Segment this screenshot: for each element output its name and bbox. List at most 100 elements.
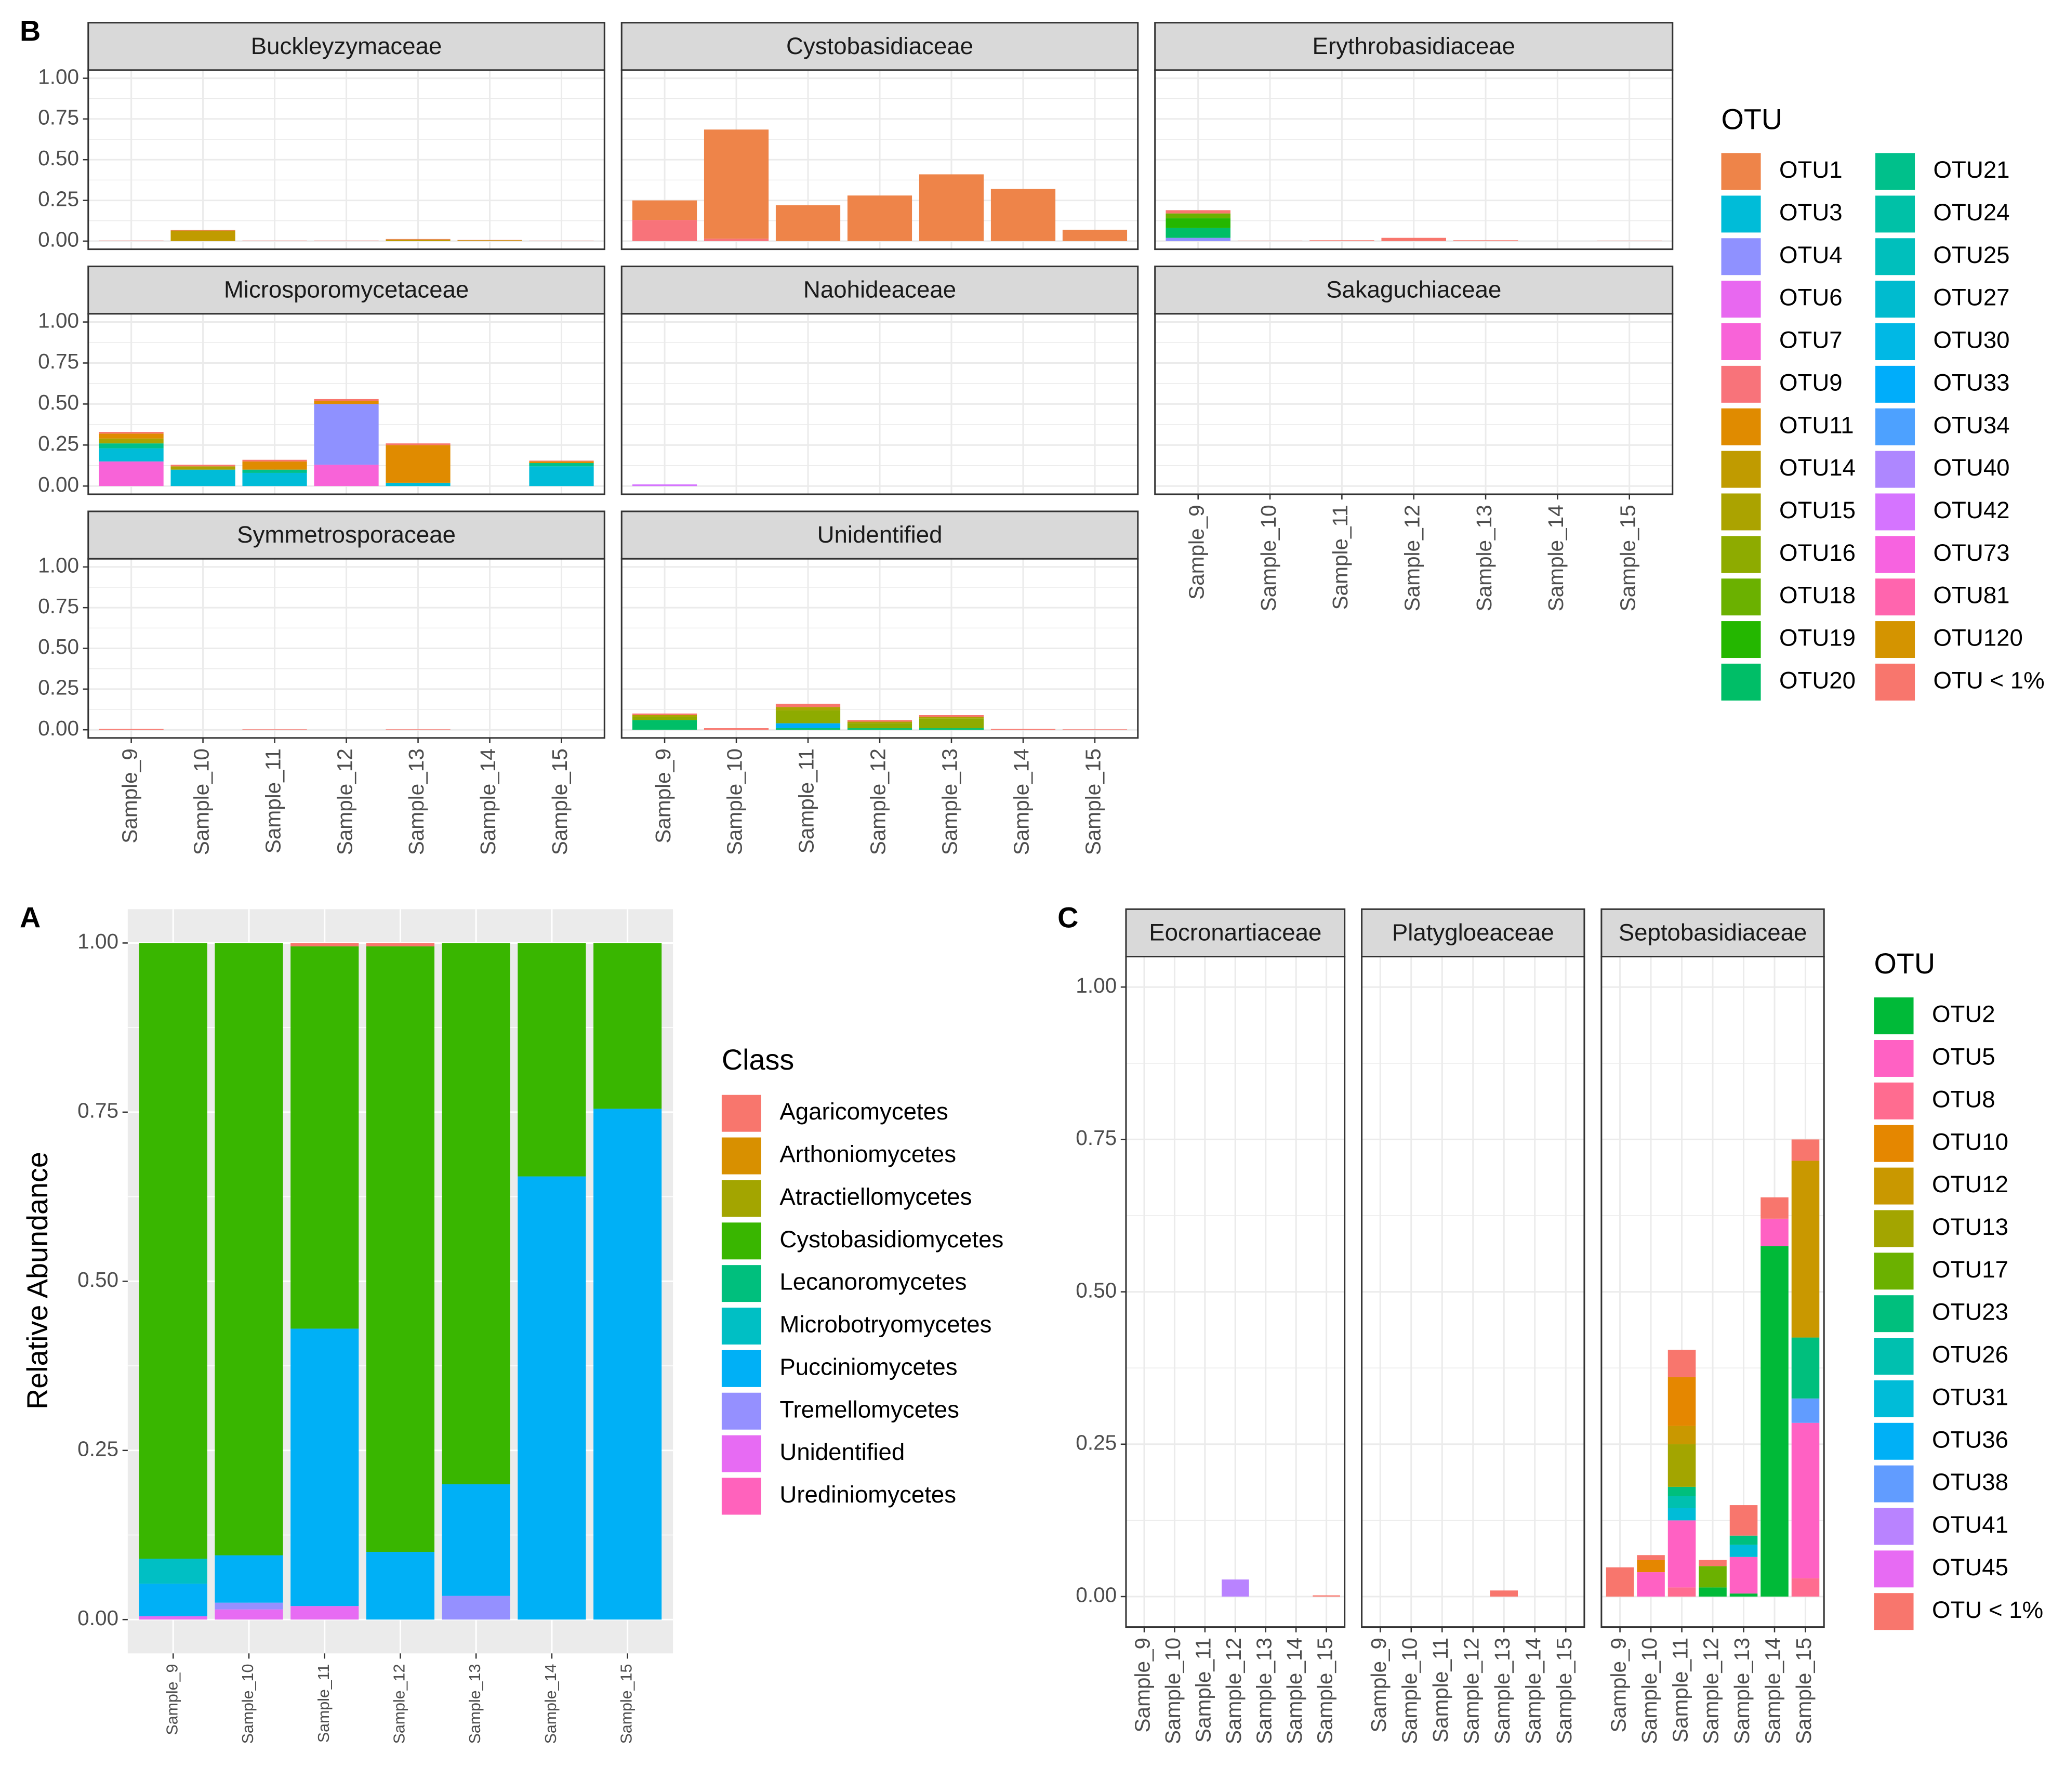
facet-strip <box>87 510 605 560</box>
bar-segment <box>847 728 912 730</box>
y-tick-label: 0.50 <box>38 390 79 414</box>
bar-segment <box>170 465 235 467</box>
bar-segment <box>529 466 594 486</box>
legend-key <box>1721 238 1761 275</box>
panel-border <box>620 313 1139 495</box>
legend-label: Unidentified <box>779 1439 905 1465</box>
legend-key <box>1875 663 1915 701</box>
bar-segment <box>366 943 435 946</box>
bar-segment <box>99 448 164 462</box>
legend-label: OTU19 <box>1779 625 1856 651</box>
legend-key <box>1874 1210 1914 1247</box>
bar-segment <box>704 728 769 730</box>
bar-segment <box>518 1176 586 1620</box>
legend-key <box>1875 536 1915 573</box>
x-tick-label: Sample_12 <box>866 748 890 855</box>
legend-key <box>1721 153 1761 190</box>
y-tick-label: 0.75 <box>1076 1126 1117 1150</box>
bar-segment <box>139 1584 207 1616</box>
facet-title: Buckleyzymaceae <box>251 33 442 59</box>
legend-label: OTU < 1% <box>1932 1597 2043 1623</box>
panel-border <box>1154 313 1674 495</box>
bar-segment <box>1760 1246 1789 1597</box>
legend-label: OTU8 <box>1932 1086 1995 1112</box>
bar-segment <box>366 946 435 1552</box>
bar-segment <box>386 482 451 486</box>
bar-segment <box>1729 1505 1758 1536</box>
panel-border <box>1600 956 1825 1628</box>
bar-segment <box>1791 1337 1820 1399</box>
x-tick-label: Sample_14 <box>542 1664 560 1744</box>
panel-border <box>1361 956 1585 1628</box>
x-tick-label: Sample_11 <box>1668 1638 1692 1743</box>
legend-label: OTU120 <box>1934 625 2023 651</box>
y-tick-label: 0.75 <box>38 106 79 129</box>
bar-segment <box>1729 1545 1758 1557</box>
bar-segment <box>1222 1579 1249 1597</box>
facet-title: Erythrobasidiaceae <box>1312 33 1515 59</box>
y-tick-label: 0.25 <box>38 431 79 455</box>
legend-label: OTU25 <box>1934 242 2010 268</box>
bar-segment <box>314 465 379 486</box>
facet-title: Microsporomycetaceae <box>224 276 469 303</box>
bar-segment <box>442 1484 510 1596</box>
bar-segment <box>99 729 164 730</box>
bar-segment <box>632 713 697 715</box>
legend-label: OTU23 <box>1932 1299 2008 1325</box>
bar-segment <box>242 469 307 473</box>
x-tick-label: Sample_14 <box>1761 1638 1785 1744</box>
facet-title: Septobasidiaceae <box>1619 919 1807 946</box>
x-tick-label: Sample_11 <box>261 748 285 853</box>
legend-label: OTU33 <box>1934 369 2010 396</box>
legend-key <box>1874 997 1914 1035</box>
bar-segment <box>1606 1567 1634 1597</box>
legend-key <box>721 1137 761 1175</box>
panel-border <box>87 558 605 739</box>
bar-segment <box>215 1602 283 1610</box>
x-tick-label: Sample_13 <box>1490 1638 1514 1744</box>
legend-key <box>1721 578 1761 616</box>
legend-key <box>1721 323 1761 360</box>
legend-label: OTU40 <box>1934 454 2010 481</box>
bar-segment <box>1791 1578 1820 1597</box>
legend-key <box>1721 536 1761 573</box>
legend-key <box>1721 281 1761 318</box>
bar-segment <box>1667 1587 1696 1597</box>
x-tick-label: Sample_9 <box>163 1664 181 1735</box>
x-tick-label: Sample_15 <box>1313 1638 1336 1744</box>
bar-segment <box>139 1559 207 1584</box>
bar-segment <box>314 401 379 404</box>
x-tick-label: Sample_9 <box>1367 1638 1391 1733</box>
legend-label: OTU6 <box>1779 284 1843 311</box>
y-tick-label: 0.25 <box>77 1437 118 1460</box>
legend-key <box>721 1308 761 1345</box>
bar-segment <box>457 240 522 241</box>
bar-segment <box>139 1616 207 1620</box>
legend-label: OTU36 <box>1932 1426 2008 1453</box>
bar-segment <box>593 943 662 1109</box>
legend-label: OTU26 <box>1932 1341 2008 1368</box>
bar-segment <box>1667 1444 1696 1487</box>
bar-segment <box>242 729 307 730</box>
legend-key <box>1721 663 1761 701</box>
x-tick-label: Sample_15 <box>1552 1638 1576 1744</box>
legend-key <box>1874 1508 1914 1545</box>
y-tick-label: 1.00 <box>38 308 79 332</box>
legend-label: OTU7 <box>1779 327 1843 353</box>
bar-segment <box>442 943 510 1484</box>
x-tick-label: Sample_14 <box>476 748 500 855</box>
bar-segment <box>1166 213 1230 219</box>
x-tick-label: Sample_11 <box>315 1664 333 1743</box>
x-tick-label: Sample_14 <box>1282 1638 1306 1744</box>
bar-segment <box>170 230 235 231</box>
legend-label: Atractiellomycetes <box>779 1183 972 1210</box>
facet-title: Unidentified <box>817 521 943 548</box>
x-tick-label: Sample_13 <box>404 748 428 855</box>
bar-segment <box>242 472 307 486</box>
legend-key <box>1874 1040 1914 1077</box>
bar-segment <box>386 239 451 240</box>
facet-title: Cystobasidiaceae <box>786 33 973 59</box>
facet-strip <box>1154 266 1674 315</box>
bar-segment <box>1453 240 1518 241</box>
x-tick-label: Sample_9 <box>1606 1638 1630 1733</box>
